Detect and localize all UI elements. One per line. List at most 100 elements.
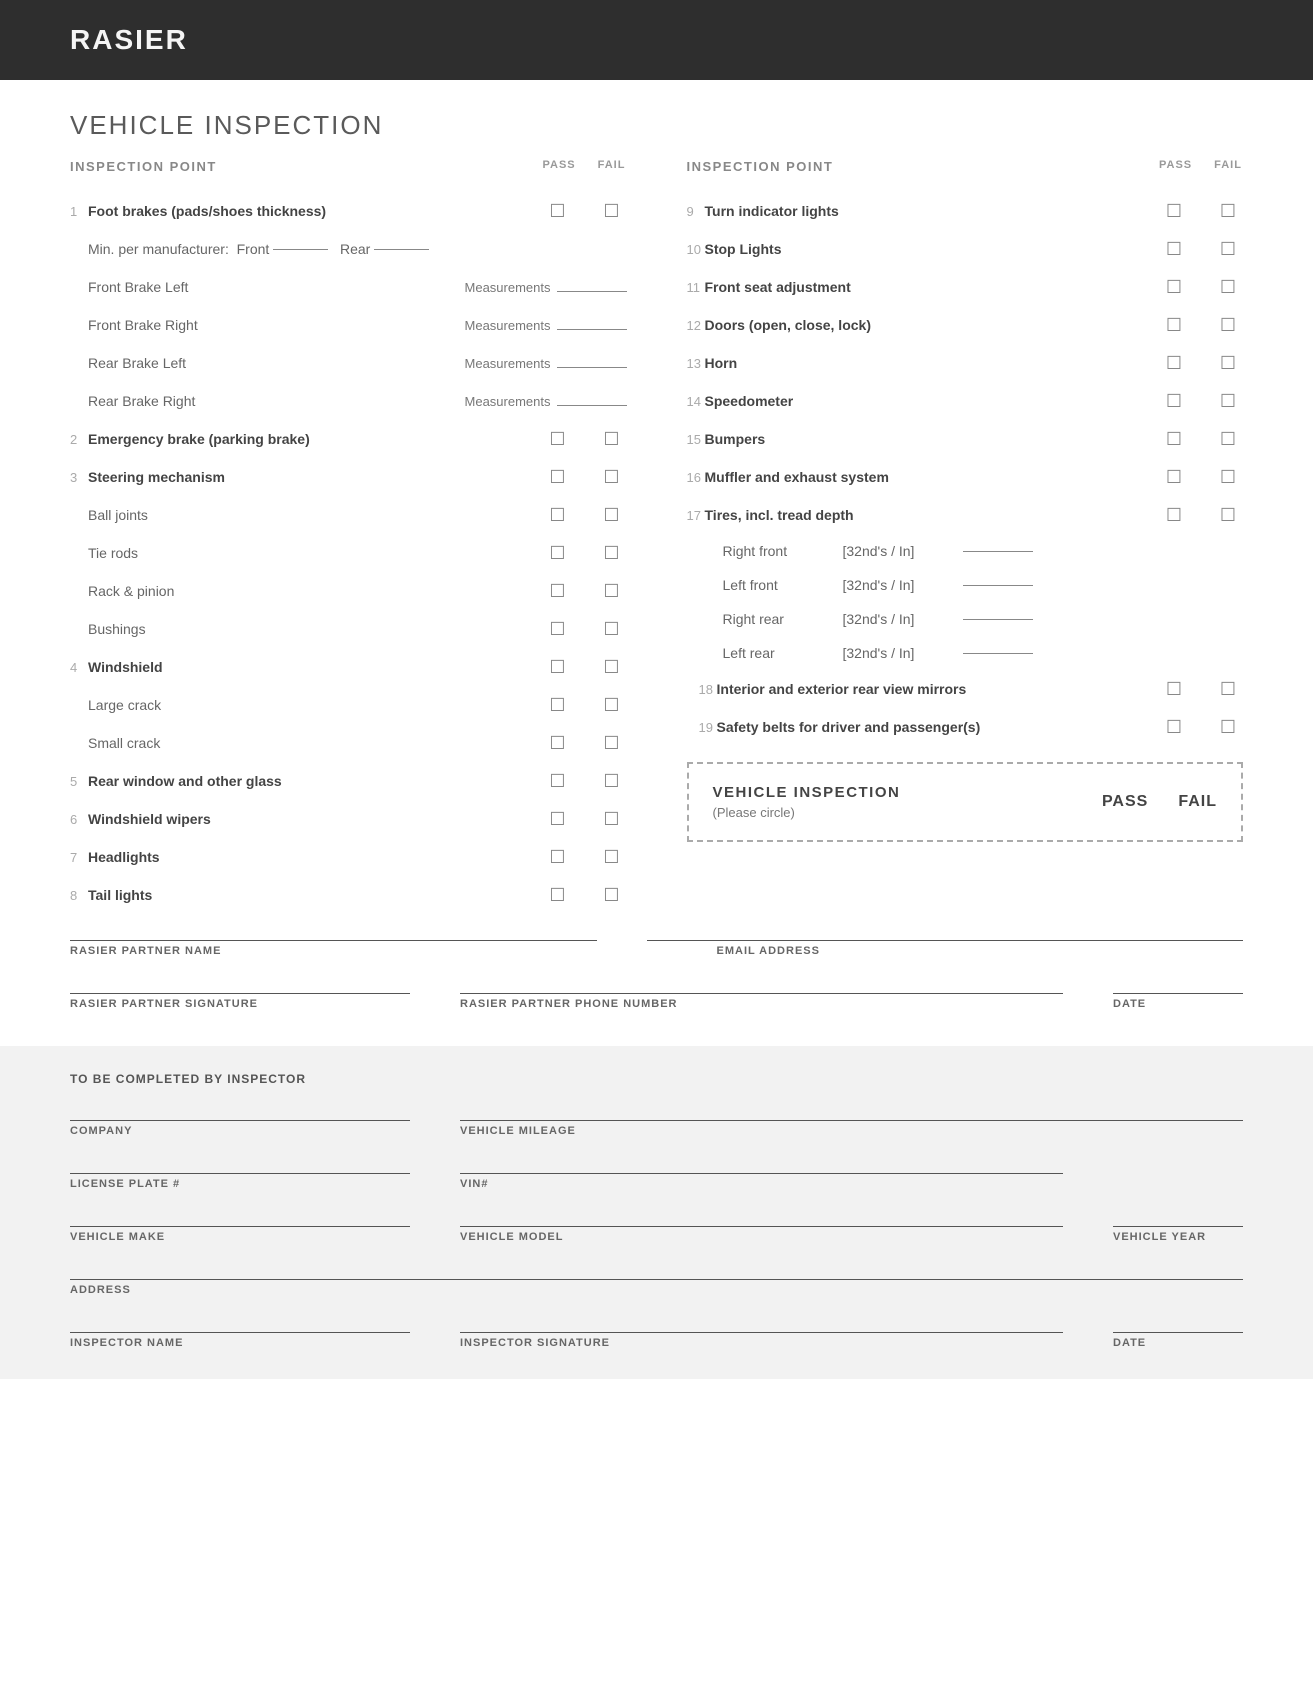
pass-checkbox[interactable]: ☐	[543, 695, 573, 716]
pass-checkbox[interactable]: ☐	[1159, 315, 1189, 336]
fail-checkbox[interactable]: ☐	[597, 619, 627, 640]
year-field[interactable]: VEHICLE YEAR	[1113, 1226, 1243, 1243]
fail-checkbox[interactable]: ☐	[597, 847, 627, 868]
fail-checkbox[interactable]: ☐	[597, 201, 627, 222]
fail-checkbox[interactable]: ☐	[597, 657, 627, 678]
date2-field[interactable]: DATE	[1113, 1332, 1243, 1349]
tire-blank[interactable]	[963, 653, 1033, 654]
address-field[interactable]: ADDRESS	[70, 1279, 1243, 1296]
fail-checkbox[interactable]: ☐	[597, 885, 627, 906]
pass-checkbox[interactable]: ☐	[1159, 277, 1189, 298]
result-fail[interactable]: FAIL	[1178, 793, 1217, 811]
checkbox-group: ☐☐	[543, 543, 627, 564]
pass-checkbox[interactable]: ☐	[543, 809, 573, 830]
fail-checkbox[interactable]: ☐	[1213, 429, 1243, 450]
fail-checkbox[interactable]: ☐	[597, 581, 627, 602]
result-pass[interactable]: PASS	[1102, 793, 1148, 811]
tire-blank[interactable]	[963, 551, 1033, 552]
meas-blank[interactable]	[557, 291, 627, 292]
tire-blank[interactable]	[963, 585, 1033, 586]
item-num: 4	[70, 660, 88, 675]
fail-checkbox[interactable]: ☐	[1213, 201, 1243, 222]
pass-checkbox[interactable]: ☐	[1159, 679, 1189, 700]
item-num: 1	[70, 204, 88, 219]
pass-checkbox[interactable]: ☐	[543, 771, 573, 792]
company-field[interactable]: COMPANY	[70, 1120, 410, 1137]
pass-checkbox[interactable]: ☐	[543, 619, 573, 640]
item-label: Foot brakes (pads/shoes thickness)	[88, 203, 543, 219]
pass-checkbox[interactable]: ☐	[543, 657, 573, 678]
pass-checkbox[interactable]: ☐	[543, 429, 573, 450]
fail-checkbox[interactable]: ☐	[597, 505, 627, 526]
vin-field[interactable]: VIN#	[460, 1173, 1063, 1190]
fail-checkbox[interactable]: ☐	[597, 695, 627, 716]
meas-blank[interactable]	[557, 405, 627, 406]
checkbox-group: ☐☐	[1159, 315, 1243, 336]
email-field[interactable]: EMAIL ADDRESS	[647, 940, 1244, 957]
pass-checkbox[interactable]: ☐	[543, 543, 573, 564]
mileage-field[interactable]: VEHICLE MILEAGE	[460, 1120, 1243, 1137]
fail-checkbox[interactable]: ☐	[1213, 353, 1243, 374]
result-box: VEHICLE INSPECTION (Please circle) PASS …	[687, 762, 1244, 842]
plate-field[interactable]: LICENSE PLATE #	[70, 1173, 410, 1190]
make-field[interactable]: VEHICLE MAKE	[70, 1226, 410, 1243]
pass-checkbox[interactable]: ☐	[1159, 717, 1189, 738]
inspector-heading: TO BE COMPLETED BY INSPECTOR	[70, 1072, 1243, 1086]
meas-label: Measurements	[465, 356, 551, 371]
pass-checkbox[interactable]: ☐	[543, 885, 573, 906]
min-mfr-front: Front	[237, 241, 270, 257]
pass-checkbox[interactable]: ☐	[543, 505, 573, 526]
inspector-sig-field[interactable]: INSPECTOR SIGNATURE	[460, 1332, 1063, 1349]
rear-blank[interactable]	[374, 249, 429, 250]
fail-checkbox[interactable]: ☐	[1213, 717, 1243, 738]
meas-blank[interactable]	[557, 367, 627, 368]
fail-checkbox[interactable]: ☐	[597, 467, 627, 488]
item-3a: Ball joints ☐☐	[70, 496, 627, 534]
pass-checkbox[interactable]: ☐	[1159, 239, 1189, 260]
tire-blank[interactable]	[963, 619, 1033, 620]
model-field[interactable]: VEHICLE MODEL	[460, 1226, 1063, 1243]
partner-sig-field[interactable]: RASIER PARTNER SIGNATURE	[70, 993, 410, 1010]
fail-checkbox[interactable]: ☐	[1213, 277, 1243, 298]
item-label: Steering mechanism	[88, 469, 543, 485]
partner-name-field[interactable]: RASIER PARTNER NAME	[70, 940, 597, 957]
pass-checkbox[interactable]: ☐	[543, 201, 573, 222]
date1-field[interactable]: DATE	[1113, 993, 1243, 1010]
pass-checkbox[interactable]: ☐	[543, 847, 573, 868]
min-manufacturer-line: Min. per manufacturer: Front Rear	[70, 230, 627, 268]
partner-phone-field[interactable]: RASIER PARTNER PHONE NUMBER	[460, 993, 1063, 1010]
fail-label: FAIL	[597, 159, 627, 174]
fail-checkbox[interactable]: ☐	[597, 543, 627, 564]
pass-checkbox[interactable]: ☐	[1159, 201, 1189, 222]
fail-checkbox[interactable]: ☐	[1213, 315, 1243, 336]
fail-checkbox[interactable]: ☐	[597, 809, 627, 830]
pass-checkbox[interactable]: ☐	[543, 467, 573, 488]
item-label: Windshield	[88, 659, 543, 675]
fail-checkbox[interactable]: ☐	[597, 733, 627, 754]
fail-checkbox[interactable]: ☐	[1213, 391, 1243, 412]
header-bar: RASIER	[0, 0, 1313, 80]
checkbox-group: ☐☐	[543, 847, 627, 868]
inspector-name-field[interactable]: INSPECTOR NAME	[70, 1332, 410, 1349]
fail-checkbox[interactable]: ☐	[1213, 467, 1243, 488]
item-16: 16Muffler and exhaust system☐☐	[687, 458, 1244, 496]
fail-checkbox[interactable]: ☐	[1213, 679, 1243, 700]
fail-checkbox[interactable]: ☐	[1213, 505, 1243, 526]
pass-checkbox[interactable]: ☐	[1159, 429, 1189, 450]
front-blank[interactable]	[273, 249, 328, 250]
item-18: 18Interior and exterior rear view mirror…	[687, 670, 1244, 708]
sig-row-2: RASIER PARTNER SIGNATURE RASIER PARTNER …	[70, 993, 1243, 1010]
item-label: Doors (open, close, lock)	[705, 317, 1160, 333]
item-num: 8	[70, 888, 88, 903]
pass-checkbox[interactable]: ☐	[543, 733, 573, 754]
right-header-label: INSPECTION POINT	[687, 159, 1160, 174]
pass-checkbox[interactable]: ☐	[1159, 353, 1189, 374]
pass-checkbox[interactable]: ☐	[1159, 467, 1189, 488]
pass-checkbox[interactable]: ☐	[1159, 391, 1189, 412]
fail-checkbox[interactable]: ☐	[597, 429, 627, 450]
fail-checkbox[interactable]: ☐	[597, 771, 627, 792]
pass-checkbox[interactable]: ☐	[1159, 505, 1189, 526]
pass-checkbox[interactable]: ☐	[543, 581, 573, 602]
meas-blank[interactable]	[557, 329, 627, 330]
fail-checkbox[interactable]: ☐	[1213, 239, 1243, 260]
